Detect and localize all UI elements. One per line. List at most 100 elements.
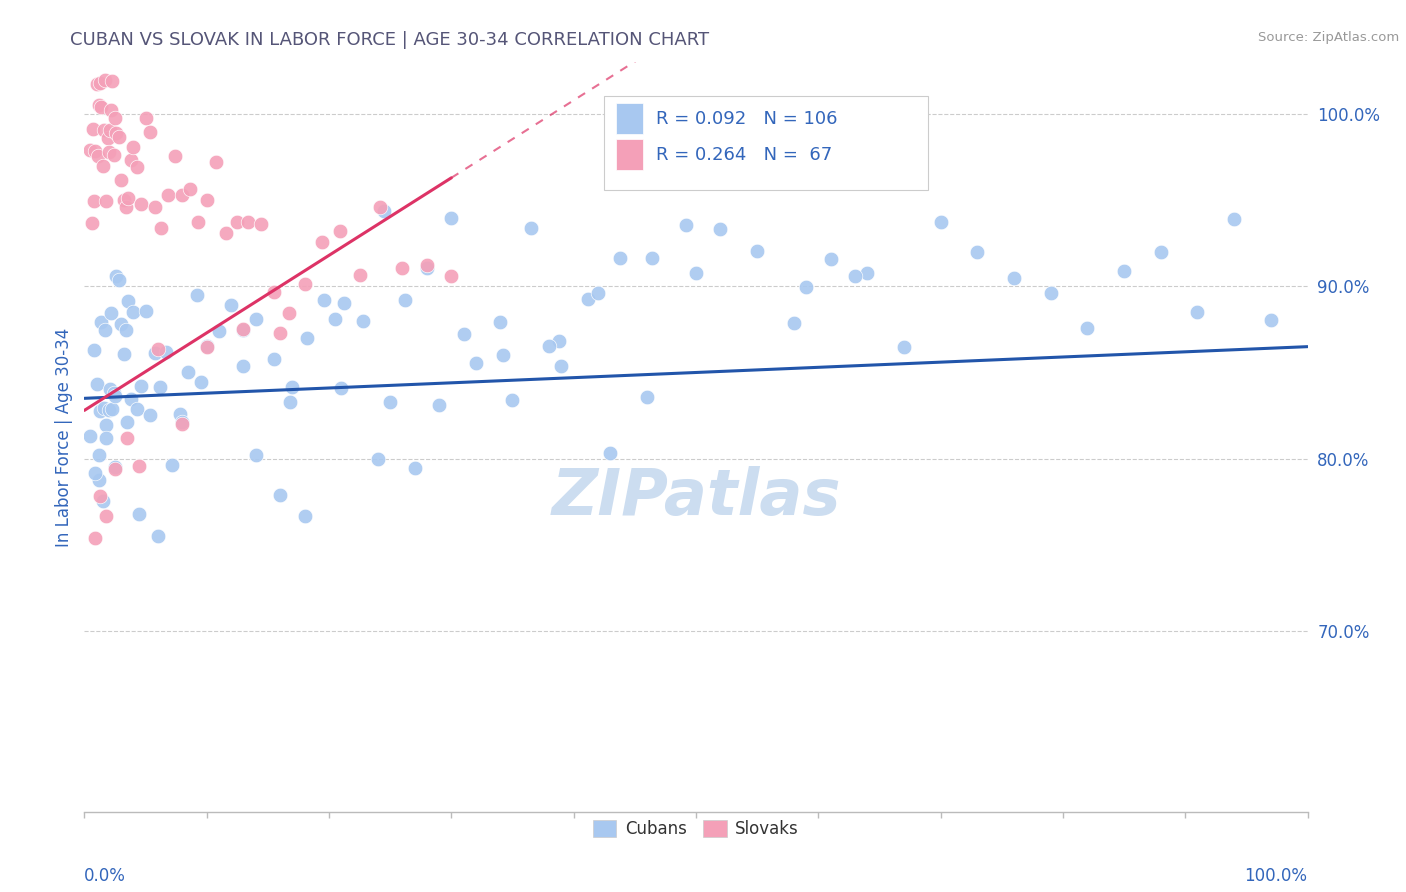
Point (380, 395, 402, 409)
Point (205, 155, 228, 169)
Point (91, 494, 114, 508)
FancyBboxPatch shape (616, 139, 644, 170)
Point (87, 448, 110, 462)
Point (685, 266, 707, 280)
Point (135, 111, 157, 125)
Point (520, 221, 543, 235)
Point (156, 188, 179, 202)
Point (929, 215, 952, 229)
Point (269, 488, 291, 502)
Text: CUBAN VS SLOVAK IN LABOR FORCE | AGE 30-34 CORRELATION CHART: CUBAN VS SLOVAK IN LABOR FORCE | AGE 30-… (70, 31, 710, 49)
Point (149, 380, 172, 394)
Point (93, 123, 115, 137)
Point (453, 327, 475, 342)
Point (245, 312, 267, 326)
Point (87, 149, 110, 163)
Point (349, 268, 371, 283)
Text: 100.0%: 100.0% (1244, 867, 1308, 885)
Point (172, 187, 194, 202)
Point (163, 149, 186, 163)
Point (79, 144, 101, 158)
Point (295, 331, 318, 345)
Point (1150, 245, 1173, 260)
Text: 0.0%: 0.0% (84, 867, 127, 885)
Point (394, 293, 416, 307)
Point (352, 314, 374, 328)
Point (103, 386, 125, 401)
Point (232, 321, 254, 335)
Point (844, 269, 866, 284)
Point (125, 161, 148, 175)
Point (367, 451, 389, 466)
Point (143, 345, 166, 359)
Point (117, 191, 139, 205)
Point (96, 194, 118, 209)
Point (98, 123, 121, 137)
Point (370, 200, 392, 214)
Point (139, 125, 162, 139)
Point (96, 508, 118, 523)
Point (150, 221, 173, 235)
Point (427, 398, 450, 412)
Point (104, 462, 127, 476)
Point (492, 348, 515, 362)
Y-axis label: In Labor Force | Age 30-34: In Labor Force | Age 30-34 (55, 327, 73, 547)
Point (1260, 313, 1282, 327)
Point (1187, 305, 1209, 319)
Point (80, 216, 103, 230)
Point (139, 408, 162, 422)
Point (89, 489, 111, 503)
Point (314, 293, 336, 307)
Point (94, 72, 117, 87)
Point (332, 295, 354, 310)
Point (94, 323, 117, 337)
Point (107, 130, 129, 145)
Point (87, 473, 110, 487)
Point (794, 280, 817, 294)
Point (489, 315, 512, 329)
Point (87, 98, 110, 112)
Point (245, 449, 267, 463)
Point (83, 343, 105, 358)
Point (135, 304, 157, 318)
Point (195, 340, 218, 354)
Point (103, 148, 125, 162)
Point (110, 173, 132, 187)
Point (97, 131, 120, 145)
Point (278, 395, 301, 409)
Point (104, 389, 127, 403)
Point (82, 122, 104, 136)
Point (101, 73, 124, 87)
Point (416, 261, 439, 276)
Point (162, 458, 184, 473)
Point (641, 252, 664, 266)
Point (277, 306, 299, 320)
Point (96, 431, 118, 445)
Point (172, 417, 194, 431)
Point (269, 326, 291, 340)
Point (440, 211, 463, 225)
Point (129, 379, 152, 393)
Point (219, 298, 242, 312)
Point (195, 193, 218, 207)
Point (404, 460, 426, 475)
Point (110, 317, 132, 331)
Point (155, 345, 177, 359)
FancyBboxPatch shape (605, 96, 928, 190)
Point (576, 292, 599, 306)
Point (893, 340, 915, 354)
Text: R = 0.264   N =  67: R = 0.264 N = 67 (655, 145, 832, 163)
Point (117, 294, 139, 309)
Point (226, 215, 249, 229)
Point (208, 324, 231, 338)
Point (186, 287, 208, 301)
Point (599, 446, 621, 460)
Point (1076, 320, 1098, 334)
Point (146, 529, 169, 543)
Point (104, 459, 127, 474)
Point (783, 316, 806, 330)
Point (709, 222, 731, 236)
Point (89, 404, 111, 418)
Point (128, 507, 150, 521)
Point (90, 315, 112, 329)
